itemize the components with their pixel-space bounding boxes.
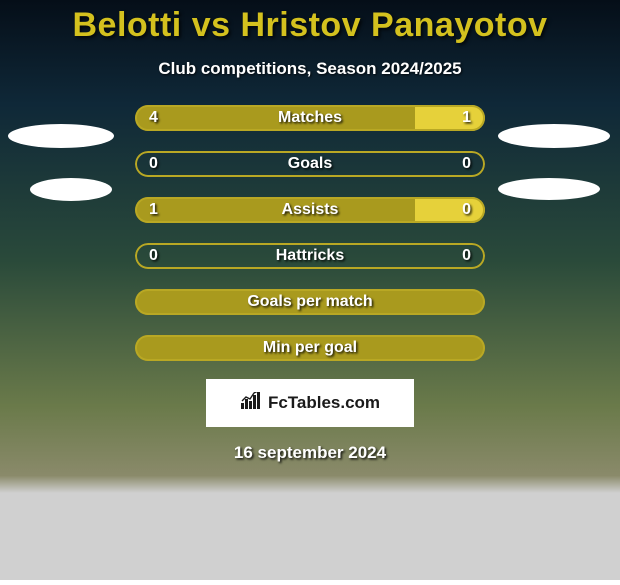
date-text: 16 september 2024 — [0, 443, 620, 463]
bar-border — [135, 151, 485, 177]
stat-value-left: 4 — [135, 105, 175, 131]
stat-value-right: 0 — [445, 243, 485, 269]
stat-row: Goals0 0 — [0, 151, 620, 177]
bar-left-fill — [135, 335, 485, 361]
stat-value-left: 0 — [135, 151, 175, 177]
stat-row: Assists10 — [0, 197, 620, 223]
player-ellipse — [8, 124, 114, 148]
stat-bar: Min per goal — [135, 335, 485, 361]
stat-row: Goals per match — [0, 289, 620, 315]
stat-row: Min per goal — [0, 335, 620, 361]
stat-value-right: 1 — [445, 105, 485, 131]
stat-label: Goals — [135, 151, 485, 177]
logo-text: FcTables.com — [268, 393, 380, 413]
content-area: Belotti vs Hristov Panayotov Club compet… — [0, 0, 620, 580]
logo-icon — [240, 392, 262, 415]
page-title: Belotti vs Hristov Panayotov — [0, 6, 620, 45]
stat-bar: Goals0 0 — [135, 151, 485, 177]
stat-bar: Goals per match — [135, 289, 485, 315]
player-ellipse — [498, 178, 600, 200]
stat-label: Hattricks — [135, 243, 485, 269]
bar-left-fill — [135, 105, 415, 131]
stat-bar: Hattricks0 0 — [135, 243, 485, 269]
stat-row: Hattricks0 0 — [0, 243, 620, 269]
bar-border — [135, 243, 485, 269]
stat-value-right: 0 — [445, 197, 485, 223]
player-ellipse — [30, 178, 112, 201]
stat-bar: Matches41 — [135, 105, 485, 131]
subtitle: Club competitions, Season 2024/2025 — [0, 59, 620, 79]
stat-bar: Assists10 — [135, 197, 485, 223]
bar-left-fill — [135, 197, 415, 223]
stat-value-left: 1 — [135, 197, 175, 223]
stat-value-left: 0 — [135, 243, 175, 269]
stat-value-right: 0 — [445, 151, 485, 177]
bar-left-fill — [135, 289, 485, 315]
logo-box: FcTables.com — [206, 379, 414, 427]
player-ellipse — [498, 124, 610, 148]
